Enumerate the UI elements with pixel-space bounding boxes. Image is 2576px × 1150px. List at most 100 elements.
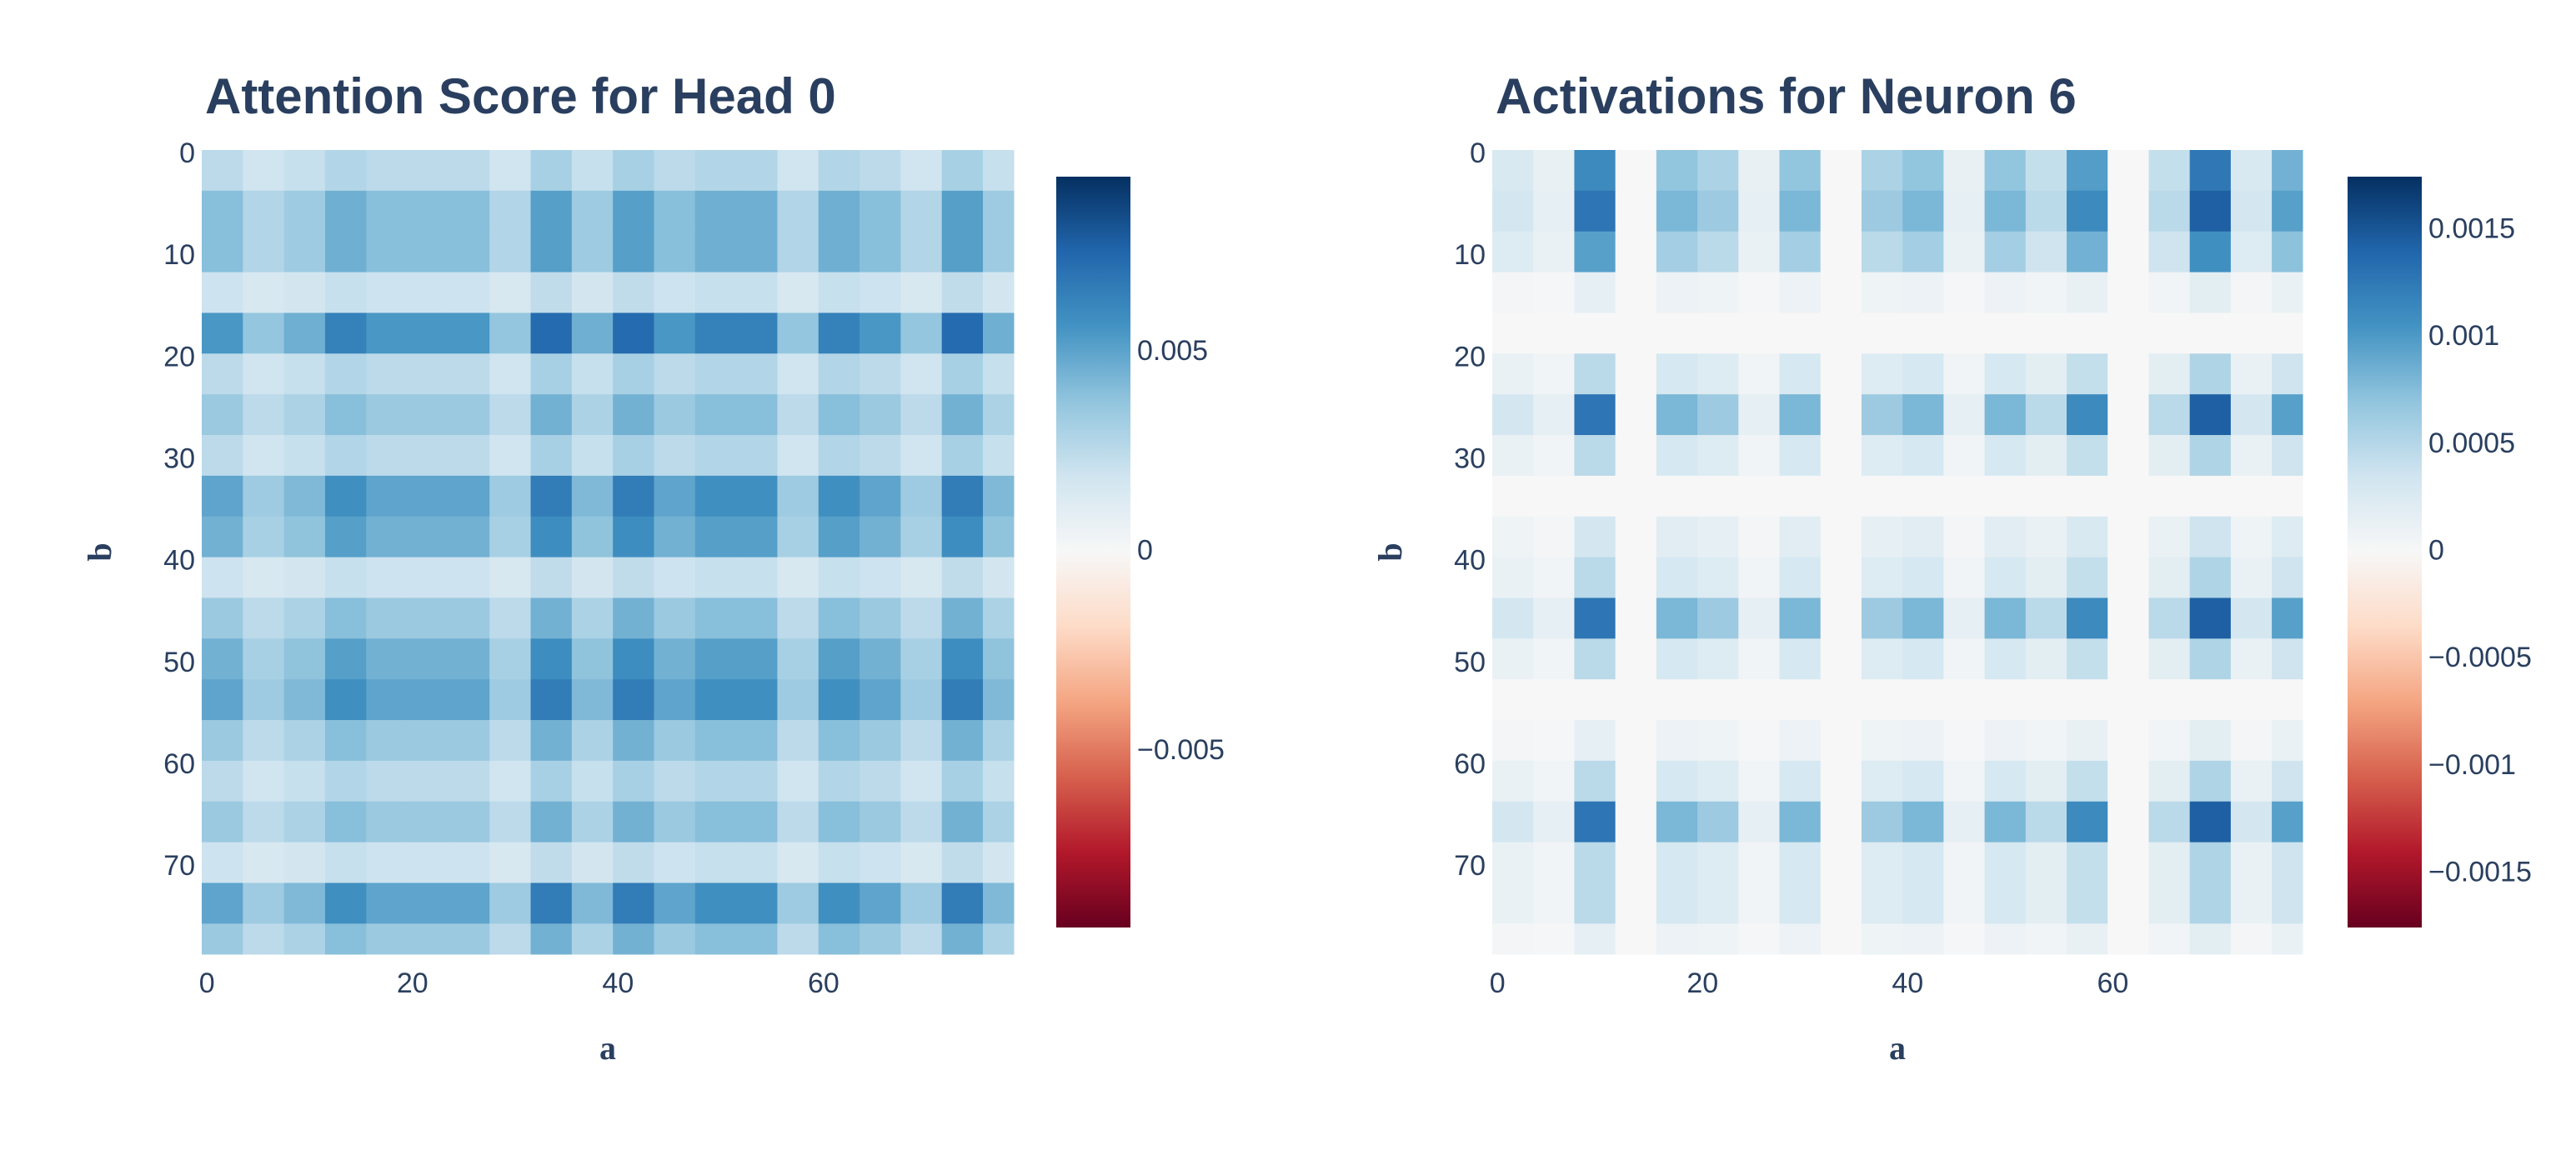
heatmap-cell — [2025, 882, 2067, 924]
heatmap-cell — [860, 190, 901, 232]
heatmap-cell — [694, 272, 737, 313]
heatmap-cell — [694, 720, 737, 762]
heatmap-cell — [2067, 312, 2108, 354]
heatmap-cell — [366, 598, 408, 639]
y-tick-label: 60 — [163, 748, 195, 780]
heatmap-cell — [1861, 150, 1903, 192]
heatmap-cell — [283, 679, 326, 721]
heatmap-cell — [941, 801, 984, 843]
heatmap-cell — [1697, 801, 1739, 843]
heatmap-cell — [694, 679, 737, 721]
colorbar-tick-label: −0.001 — [2428, 749, 2516, 781]
heatmap-cell — [1697, 353, 1739, 395]
colorbar-tick-label: 0.0015 — [2428, 212, 2515, 244]
heatmap-cell — [324, 150, 367, 192]
heatmap-cell — [818, 598, 860, 639]
heatmap-cell — [654, 638, 696, 680]
heatmap-cell — [1943, 801, 1986, 843]
heatmap-cell — [1902, 882, 1944, 924]
heatmap-cell — [530, 842, 573, 883]
heatmap-cell — [818, 923, 860, 955]
heatmap-cell — [324, 923, 367, 955]
heatmap-cell — [818, 679, 860, 721]
heatmap-cell — [2025, 272, 2067, 313]
heatmap-cell — [2189, 760, 2232, 802]
heatmap-cell — [489, 882, 532, 924]
heatmap-cell — [407, 312, 449, 354]
heatmap-cell — [983, 231, 1015, 273]
heatmap-cell — [694, 598, 737, 639]
heatmap-cell — [1574, 557, 1616, 598]
heatmap-cell — [613, 394, 654, 436]
heatmap-cell — [983, 557, 1015, 598]
heatmap-cell — [324, 353, 367, 395]
heatmap-cell — [1615, 923, 1657, 955]
x-tick-label: 20 — [397, 968, 428, 999]
heatmap-cell — [2272, 435, 2303, 477]
heatmap-cell — [1820, 475, 1862, 518]
heatmap-cell — [818, 842, 860, 883]
heatmap-cell — [818, 760, 860, 802]
heatmap-cell — [777, 557, 819, 598]
heatmap-cell — [1738, 231, 1781, 273]
heatmap-cell — [324, 842, 367, 883]
heatmap-cell — [2272, 231, 2303, 273]
heatmap-cell — [1492, 923, 1534, 955]
heatmap-cell — [1615, 475, 1657, 518]
heatmap-cell — [818, 882, 860, 924]
heatmap-cell — [900, 720, 943, 762]
heatmap-cell — [2067, 882, 2108, 924]
heatmap-cell — [1861, 679, 1903, 721]
heatmap-cell — [366, 435, 408, 477]
heatmap-cell — [2148, 598, 2191, 639]
heatmap-cell — [1984, 272, 2027, 313]
heatmap-cell — [900, 231, 943, 273]
heatmap-cell — [1779, 638, 1822, 680]
heatmap-cell — [530, 353, 573, 395]
heatmap-cell — [983, 190, 1015, 232]
heatmap-cell — [283, 923, 326, 955]
heatmap-cell — [1492, 638, 1534, 680]
heatmap-cell — [818, 720, 860, 762]
heatmap-cell — [1943, 598, 1986, 639]
heatmap-cell — [777, 353, 819, 395]
heatmap-cell — [324, 557, 367, 598]
heatmap-cell — [736, 475, 778, 518]
heatmap-cell — [1861, 272, 1903, 313]
heatmap-cell — [1861, 882, 1903, 924]
heatmap-cell — [1820, 150, 1862, 192]
heatmap-cell — [1697, 394, 1739, 436]
heatmap-cell — [900, 150, 943, 192]
heatmap-cell — [694, 435, 737, 477]
heatmap-cell — [366, 231, 408, 273]
heatmap-cell — [448, 272, 490, 313]
heatmap-cell — [1697, 312, 1739, 354]
heatmap-cell — [777, 516, 819, 558]
heatmap-cells — [202, 150, 1015, 955]
heatmap-cell — [1861, 557, 1903, 598]
heatmap-cell — [2230, 801, 2273, 843]
heatmap-cell — [860, 842, 901, 883]
heatmap-cell — [2067, 801, 2108, 843]
heatmap-cell — [2230, 516, 2273, 558]
heatmap-cell — [571, 760, 614, 802]
heatmap-cell — [860, 312, 901, 354]
chart-title: Activations for Neuron 6 — [1496, 68, 2077, 124]
heatmap-cell — [283, 394, 326, 436]
heatmap-cell — [818, 475, 860, 518]
heatmap-cell — [243, 435, 285, 477]
heatmap-cell — [1902, 557, 1944, 598]
heatmap-cell — [1697, 598, 1739, 639]
heatmap-cell — [983, 394, 1015, 436]
heatmap-cell — [1656, 638, 1698, 680]
heatmap-cell — [1902, 842, 1944, 883]
heatmap-cell — [983, 516, 1015, 558]
heatmap-cell — [202, 394, 243, 436]
heatmap-cell — [366, 679, 408, 721]
heatmap-cell — [1984, 801, 2027, 843]
heatmap-cell — [941, 435, 984, 477]
heatmap-cell — [654, 516, 696, 558]
heatmap-cell — [777, 679, 819, 721]
heatmap-cell — [2067, 435, 2108, 477]
